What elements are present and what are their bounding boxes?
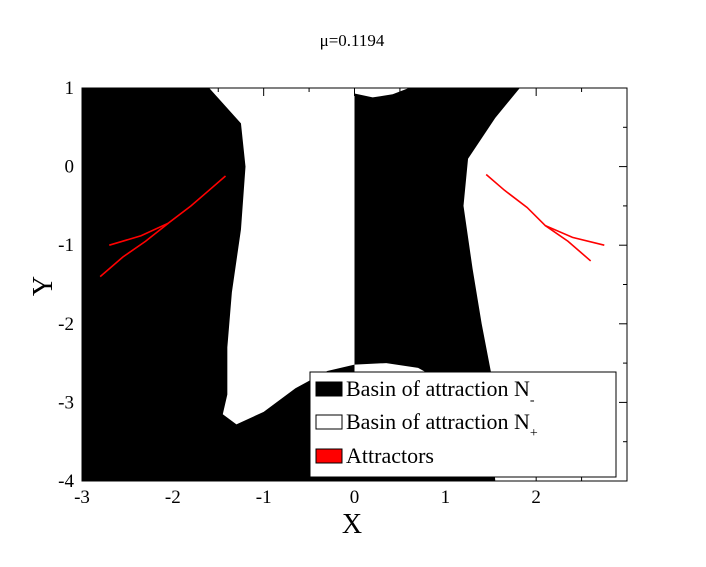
- legend-label: Attractors: [346, 443, 434, 468]
- y-tick-label: -4: [58, 471, 74, 492]
- x-tick-label: -1: [256, 487, 272, 508]
- y-tick-label: 1: [65, 78, 75, 99]
- basin-N-plus-region: [209, 88, 355, 425]
- y-tick-label: -3: [58, 392, 74, 413]
- legend-swatch: [315, 381, 343, 397]
- x-tick-label: 1: [441, 487, 451, 508]
- attractor-left-lower: [99, 222, 169, 278]
- y-axis-label: Y: [28, 276, 59, 296]
- legend-label-subscript: +: [530, 426, 538, 441]
- y-tick-label: -2: [58, 314, 74, 335]
- x-axis-label: X: [342, 509, 362, 540]
- legend-swatch: [315, 414, 343, 430]
- legend-swatch: [315, 448, 343, 464]
- legend: Basin of attraction N-Basin of attractio…: [309, 371, 617, 478]
- legend-box: [309, 371, 617, 478]
- attractor-right-upper: [485, 173, 605, 246]
- x-tick-label: -2: [165, 487, 181, 508]
- x-tick-label: 0: [350, 487, 360, 508]
- y-tick-label: -1: [58, 235, 74, 256]
- chart-title: μ=0.1194: [320, 31, 385, 50]
- x-tick-label: -3: [74, 487, 90, 508]
- legend-label-subscript: -: [530, 393, 535, 408]
- y-tick-label: 0: [65, 157, 75, 178]
- x-tick-label: 2: [531, 487, 541, 508]
- attractor-left-upper: [109, 175, 227, 246]
- attractor-right-lower: [544, 224, 592, 262]
- basin-N-plus-region: [354, 88, 409, 98]
